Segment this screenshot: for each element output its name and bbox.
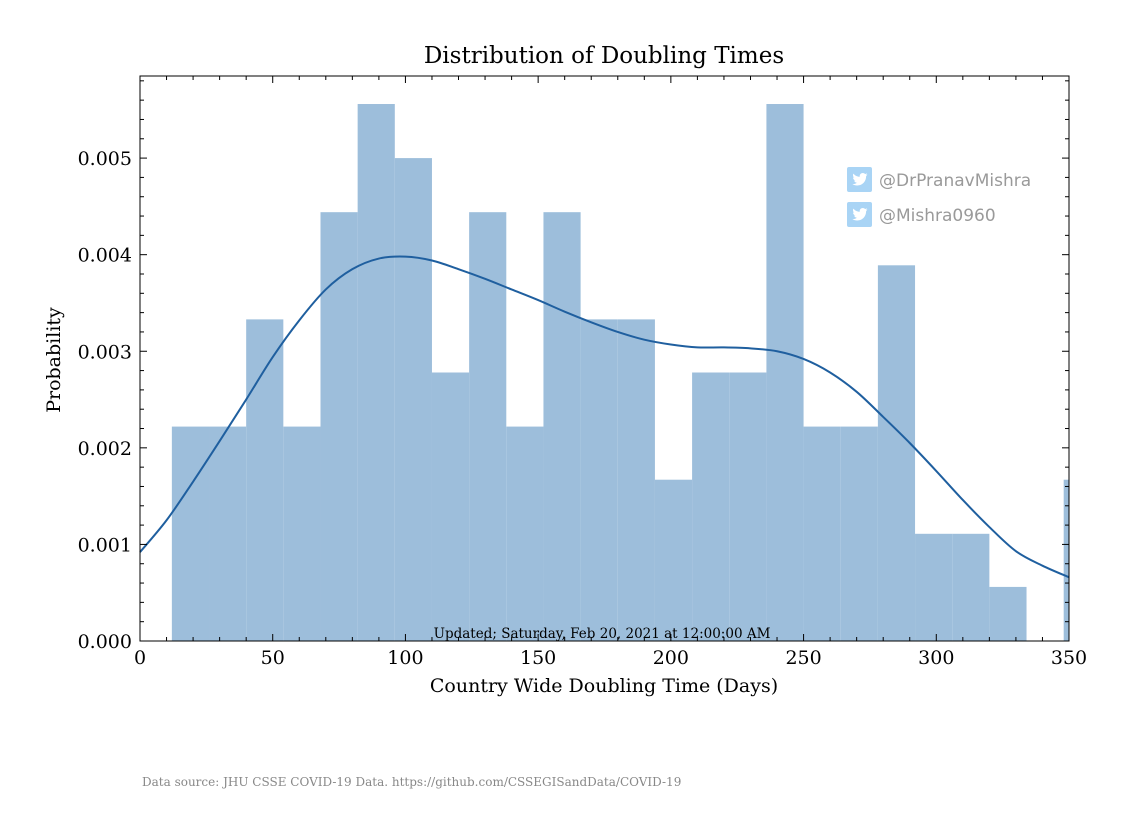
histogram-bar: [357, 104, 395, 641]
x-tick-label: 350: [1051, 647, 1087, 669]
histogram-bar: [989, 586, 1027, 641]
chart-title: Distribution of Doubling Times: [424, 43, 784, 69]
x-tick-label: 200: [653, 647, 689, 669]
data-source-footer: Data source: JHU CSSE COVID-19 Data. htt…: [142, 775, 681, 789]
histogram-bar: [877, 265, 916, 641]
histogram-bar: [617, 319, 655, 641]
histogram-bar: [1063, 479, 1069, 641]
twitter-handle: @DrPranavMishra: [879, 171, 1031, 191]
histogram-bar: [431, 372, 470, 641]
histogram-bar: [840, 426, 878, 641]
histogram-bar: [320, 212, 358, 641]
histogram-bar: [580, 319, 618, 641]
histogram-bar: [729, 372, 767, 641]
axes-frame: [139, 75, 1070, 642]
histogram-bars: [171, 104, 1069, 642]
x-tick-label: 150: [520, 647, 556, 669]
y-tick-label: 0.002: [78, 438, 132, 460]
histogram-bar: [283, 426, 321, 641]
twitter-bird-icon: [847, 167, 872, 192]
y-axis-label: Probability: [43, 307, 65, 413]
histogram-bar: [394, 158, 432, 642]
y-tick-label: 0.004: [78, 245, 132, 267]
tick-labels: 0 50 100 150 200 250 300 350 0.000 0.001 0.002 0.00…: [78, 148, 1088, 669]
histogram-bar: [506, 426, 544, 641]
histogram-bar: [171, 426, 210, 641]
x-axis-label: Country Wide Doubling Time (Days): [430, 675, 778, 697]
y-tick-label: 0.001: [78, 534, 132, 556]
histogram-bar: [952, 533, 990, 641]
axis-ticks: [139, 76, 1070, 642]
histogram-bar: [803, 426, 841, 641]
histogram-bar: [209, 426, 247, 641]
histogram-bar: [654, 479, 693, 641]
y-tick-label: 0.005: [78, 148, 132, 170]
twitter-handle: @Mishra0960: [879, 206, 996, 226]
x-tick-label: 250: [785, 647, 821, 669]
updated-annotation: Updated; Saturday, Feb 20, 2021 at 12:00…: [434, 626, 771, 642]
x-tick-label: 50: [261, 647, 285, 669]
histogram-bar: [543, 212, 581, 641]
histogram-bar: [915, 533, 953, 641]
histogram-bar: [766, 104, 804, 641]
histogram-bar: [246, 319, 284, 641]
histogram-bar: [692, 372, 730, 641]
y-tick-label: 0.003: [78, 341, 132, 363]
twitter-bird-icon: [847, 202, 872, 227]
x-tick-label: 0: [134, 647, 146, 669]
kde-curve: [139, 255, 1070, 579]
x-tick-label: 300: [918, 647, 954, 669]
twitter-watermark: @DrPranavMishra @Mishra0960: [847, 167, 1031, 227]
y-tick-label: 0.000: [78, 631, 132, 653]
x-tick-label: 100: [387, 647, 423, 669]
histogram-bar: [469, 212, 507, 641]
